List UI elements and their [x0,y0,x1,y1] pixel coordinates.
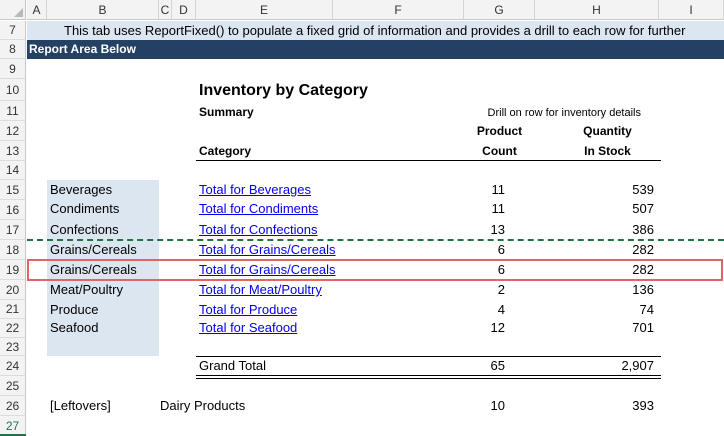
row-header-15[interactable]: 15 [0,180,26,200]
row-header-23[interactable]: 23 [0,338,26,356]
category-count[interactable]: 11 [491,201,506,216]
header-count[interactable]: Count [482,144,517,158]
row-header-7[interactable]: 7 [0,21,26,40]
row-header-26[interactable]: 26 [0,396,26,416]
category-link-produce[interactable]: Total for Produce [199,302,298,317]
category-name[interactable]: Grains/Cereals [50,262,137,277]
selected-row-highlight [27,259,723,281]
row-header-18[interactable]: 18 [0,240,26,260]
category-link-meat-poultry[interactable]: Total for Meat/Poultry [199,282,322,297]
row-header-14[interactable]: 14 [0,161,26,180]
row-header-20[interactable]: 20 [0,280,26,300]
row-header-12[interactable]: 12 [0,121,26,141]
category-stock[interactable]: 282 [632,262,654,277]
column-header-e[interactable]: E [196,0,333,20]
category-count[interactable]: 13 [490,222,505,237]
header-quantity[interactable]: Quantity [583,124,632,138]
column-header-b[interactable]: B [47,0,159,20]
category-stock[interactable]: 539 [632,182,654,197]
info-text[interactable]: This tab uses ReportFixed() to populate … [64,23,686,38]
summary-label[interactable]: Summary [199,105,254,119]
leftovers-label[interactable]: [Leftovers] [50,398,111,413]
grand-total-stock[interactable]: 2,907 [621,358,654,373]
leftovers-count[interactable]: 10 [490,398,505,413]
category-stock[interactable]: 701 [632,320,654,335]
row-header-11[interactable]: 11 [0,101,26,121]
category-name[interactable]: Grains/Cereals [50,242,137,257]
category-name[interactable]: Meat/Poultry [50,282,123,297]
active-row-indicator [0,434,26,436]
category-count[interactable]: 4 [497,302,505,317]
row-header-10[interactable]: 10 [0,79,26,101]
category-stock[interactable]: 74 [639,302,654,317]
category-link-confections[interactable]: Total for Confections [199,222,318,237]
category-stock[interactable]: 386 [632,222,654,237]
column-header-g[interactable]: G [464,0,535,20]
category-count[interactable]: 6 [497,262,505,277]
column-header-h[interactable]: H [535,0,659,20]
category-link-seafood[interactable]: Total for Seafood [199,320,298,335]
row-header-16[interactable]: 16 [0,200,26,220]
column-header-a[interactable]: A [27,0,47,20]
info-row-background [27,21,724,40]
category-link-grains-cereals[interactable]: Total for Grains/Cereals [199,242,336,257]
category-highlight [47,180,159,356]
leftovers-stock[interactable]: 393 [632,398,654,413]
header-product[interactable]: Product [476,124,523,138]
row-header-22[interactable]: 22 [0,319,26,338]
header-in-stock[interactable]: In Stock [584,144,631,158]
row-header-21[interactable]: 21 [0,300,26,319]
leftovers-category[interactable]: Dairy Products [160,398,246,413]
total-bottom-border-1 [196,375,661,376]
total-bottom-border-2 [196,378,661,379]
column-header-c[interactable]: C [159,0,172,20]
report-area-banner[interactable]: Report Area Below [27,40,724,59]
category-link-beverages[interactable]: Total for Beverages [199,182,312,197]
drill-boundary-line [27,239,724,241]
grand-total-label[interactable]: Grand Total [199,358,266,373]
row-header-13[interactable]: 13 [0,141,26,161]
column-header-d[interactable]: D [172,0,196,20]
row-header-24[interactable]: 24 [0,356,26,376]
category-name[interactable]: Condiments [50,201,120,216]
row-header-19[interactable]: 19 [0,260,26,280]
category-count[interactable]: 11 [491,182,506,197]
header-underline [196,160,661,161]
row-header-9[interactable]: 9 [0,59,26,79]
category-link-grains-cereals-selected[interactable]: Total for Grains/Cereals [199,262,336,277]
row-header-25[interactable]: 25 [0,376,26,396]
category-stock[interactable]: 282 [632,242,654,257]
category-link-condiments[interactable]: Total for Condiments [199,201,319,216]
category-count[interactable]: 2 [497,282,505,297]
row-header-8[interactable]: 8 [0,40,26,59]
category-name[interactable]: Confections [50,222,119,237]
drill-note[interactable]: Drill on row for inventory details [487,107,641,119]
select-all-corner[interactable] [0,0,26,20]
category-name[interactable]: Beverages [50,182,113,197]
header-category[interactable]: Category [199,144,252,158]
column-header-f[interactable]: F [333,0,464,20]
category-stock[interactable]: 136 [632,282,654,297]
column-header-i[interactable]: I [659,0,724,20]
total-top-border [196,356,661,357]
report-title[interactable]: Inventory by Category [199,82,368,99]
category-count[interactable]: 12 [490,320,505,335]
row-header-17[interactable]: 17 [0,220,26,240]
grand-total-count[interactable]: 65 [490,358,505,373]
row-header-27[interactable]: 27 [0,416,26,436]
category-name[interactable]: Produce [50,302,99,317]
category-count[interactable]: 6 [497,242,505,257]
category-name[interactable]: Seafood [50,320,99,335]
category-stock[interactable]: 507 [632,201,654,216]
